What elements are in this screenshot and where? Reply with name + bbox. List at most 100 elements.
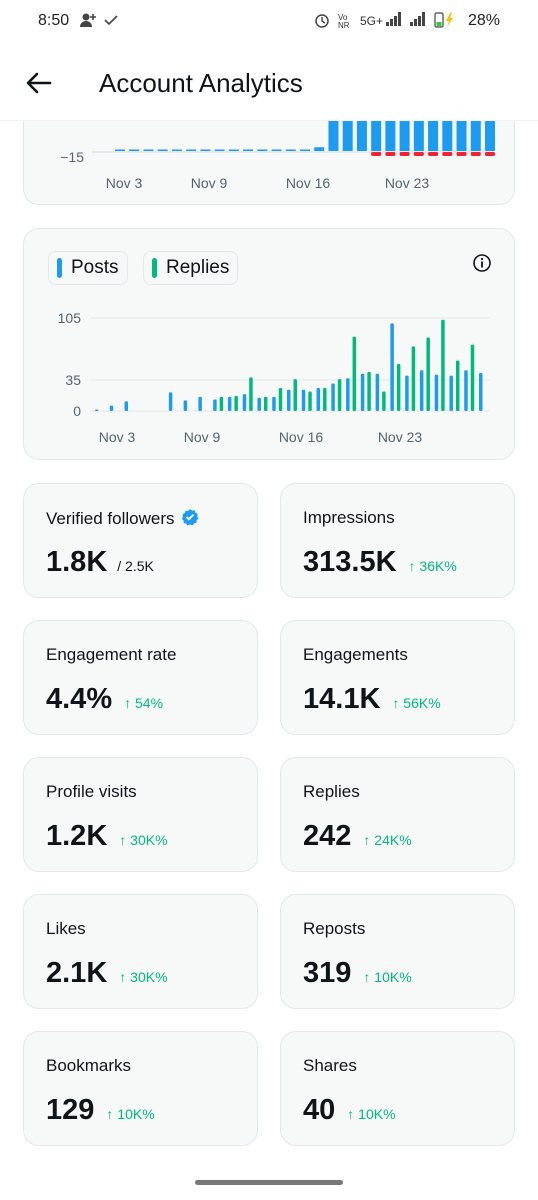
stat-total: / 2.5K [117, 558, 154, 574]
stat-value-text: 4.4% [46, 683, 113, 715]
impressions-bar [214, 149, 225, 151]
posts-bar [464, 370, 468, 411]
battery-icon [434, 12, 456, 31]
stat-label-text: Engagement rate [46, 645, 177, 664]
stat-value: 313.5K ↑ 36K% [303, 546, 457, 579]
volte-icon: Vo NR [338, 13, 350, 30]
replies-bar [455, 360, 460, 411]
x-tick-label: Nov 23 [378, 429, 423, 445]
posts-bar [375, 373, 380, 411]
status-time: 8:50 [38, 12, 70, 29]
stat-card[interactable]: Engagement rate 4.4% ↑ 54% [23, 620, 258, 735]
stat-value-text: 129 [46, 1094, 95, 1126]
y-tick-label: 35 [65, 372, 81, 388]
posts-bar [109, 405, 114, 411]
stat-value-text: 1.8K [46, 546, 108, 578]
replies-bar [426, 337, 430, 411]
stat-label: Bookmarks [46, 1056, 131, 1076]
stat-value-text: 1.2K [46, 820, 108, 852]
x-tick-label: Nov 9 [191, 175, 228, 191]
page-title: Account Analytics [99, 68, 303, 98]
replies-bar [396, 364, 401, 411]
impressions-bar [186, 149, 197, 151]
stat-value-text: 40 [303, 1094, 336, 1126]
stat-label-text: Shares [303, 1056, 357, 1075]
stat-label: Shares [303, 1056, 357, 1076]
x-tick-label: Nov 9 [184, 429, 221, 445]
y-tick-label: 0 [73, 403, 81, 419]
stat-label-text: Engagements [303, 645, 408, 664]
negative-bar [413, 152, 424, 156]
replies-bar [441, 319, 445, 411]
stat-change: ↑ 56K% [392, 695, 441, 711]
stat-label-text: Reposts [303, 919, 366, 938]
stat-value-text: 242 [303, 820, 352, 852]
replies-bar [249, 377, 253, 411]
stat-card[interactable]: Bookmarks 129 ↑ 10K% [23, 1031, 258, 1146]
stat-label: Replies [303, 782, 360, 802]
x-tick-label: Nov 16 [279, 429, 324, 445]
stat-label-text: Verified followers [46, 508, 175, 528]
posts-bar [242, 394, 247, 411]
stat-card[interactable]: Profile visits 1.2K ↑ 30K% [23, 757, 258, 872]
stat-label: Reposts [303, 919, 365, 939]
impressions-bar [257, 149, 268, 151]
stat-value: 319 ↑ 10K% [303, 957, 412, 990]
stat-card[interactable]: Replies 242 ↑ 24K% [280, 757, 515, 872]
posts-replies-chart-card: Posts Replies 105 35 0 Nov 3 Nov 9 Nov 16 Nov… [23, 228, 515, 460]
replies-bar [323, 387, 327, 411]
stat-change: ↑ 30K% [119, 832, 168, 848]
x-tick-label: Nov 16 [286, 175, 331, 191]
stat-card[interactable]: Verified followers 1.8K / 2.5K [23, 483, 258, 598]
stat-value-text: 2.1K [46, 957, 108, 989]
stat-card[interactable]: Likes 2.1K ↑ 30K% [23, 894, 258, 1009]
y-tick-label: −15 [60, 149, 84, 165]
stat-change: ↑ 10K% [347, 1106, 396, 1122]
posts-bar [301, 389, 306, 411]
stat-value: 1.8K / 2.5K [46, 546, 154, 579]
back-button[interactable] [22, 66, 56, 100]
stat-label: Likes [46, 919, 86, 939]
stat-card[interactable]: Impressions 313.5K ↑ 36K% [280, 483, 515, 598]
impressions-bar [243, 149, 254, 151]
stat-card[interactable]: Engagements 14.1K ↑ 56K% [280, 620, 515, 735]
arrow-left-icon [26, 72, 52, 94]
impressions-bar [200, 149, 211, 151]
replies-bar [308, 391, 312, 411]
impressions-bar [228, 149, 239, 151]
stat-label: Engagement rate [46, 645, 176, 665]
negative-bar [428, 152, 439, 156]
impressions-bar [271, 149, 282, 151]
y-tick-label: 105 [58, 310, 82, 326]
alarm-icon [314, 12, 330, 31]
legend-replies[interactable]: Replies [143, 251, 239, 285]
posts-bar [272, 396, 276, 411]
x-tick-label: Nov 23 [385, 175, 430, 191]
stat-card[interactable]: Reposts 319 ↑ 10K% [280, 894, 515, 1009]
verified-badge-icon [181, 508, 199, 531]
negative-bar [399, 152, 410, 156]
home-indicator[interactable] [195, 1180, 343, 1185]
posts-bar [316, 387, 321, 411]
posts-bar [183, 400, 188, 411]
replies-bar [278, 387, 283, 411]
replies-bar [411, 346, 416, 411]
impressions-bar [285, 149, 296, 151]
info-button[interactable] [472, 253, 492, 273]
stat-label-text: Likes [46, 919, 86, 938]
posts-bar [419, 370, 424, 411]
stat-label-text: Replies [303, 782, 360, 801]
stat-label-text: Impressions [303, 508, 395, 527]
stat-change: ↑ 36K% [408, 558, 457, 574]
stat-card[interactable]: Shares 40 ↑ 10K% [280, 1031, 515, 1146]
replies-bar [293, 379, 297, 411]
posts-bar [168, 392, 173, 411]
posts-bar [198, 396, 202, 411]
legend-posts[interactable]: Posts [48, 251, 128, 285]
posts-bar [360, 373, 365, 411]
stat-label-text: Profile visits [46, 782, 137, 801]
posts-replies-chart: 105 35 0 Nov 3 Nov 9 Nov 16 Nov 23 [58, 310, 490, 445]
replies-bar [234, 395, 238, 411]
posts-bar [331, 383, 335, 411]
stat-value: 4.4% ↑ 54% [46, 683, 163, 716]
